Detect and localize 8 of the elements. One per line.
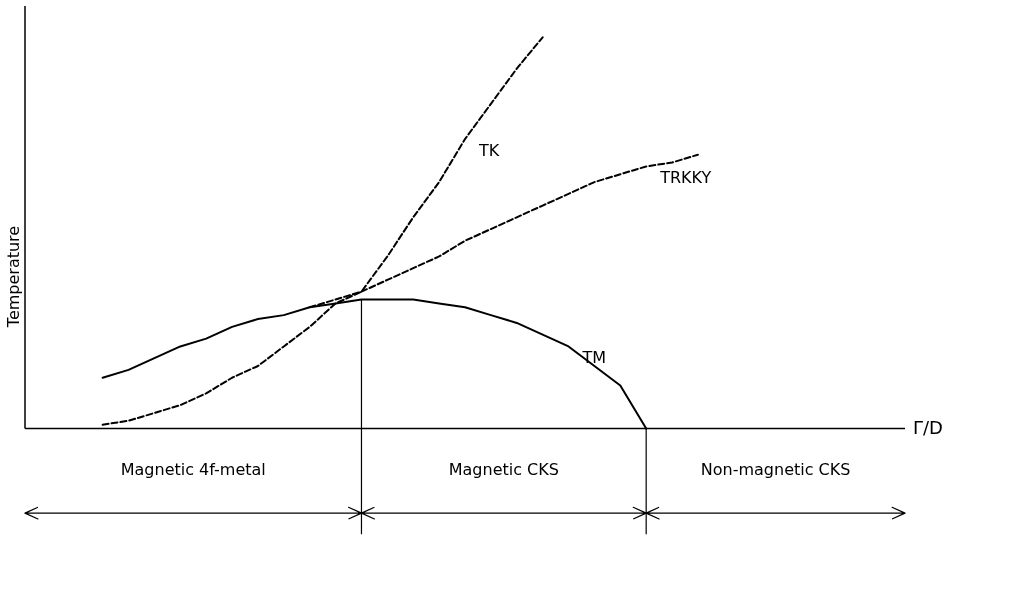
text: Magnetic 4f-metal (120, 459, 266, 479)
series-label: TM (581, 348, 607, 368)
series-label: TK (478, 141, 500, 161)
y-axis-title: Temperature (3, 225, 23, 329)
series-label: TRKKY (659, 168, 712, 188)
x-axis-title: Γ/D (913, 416, 943, 438)
text: Magnetic CKS (448, 459, 559, 479)
text: Non-magnetic CKS (700, 459, 851, 479)
